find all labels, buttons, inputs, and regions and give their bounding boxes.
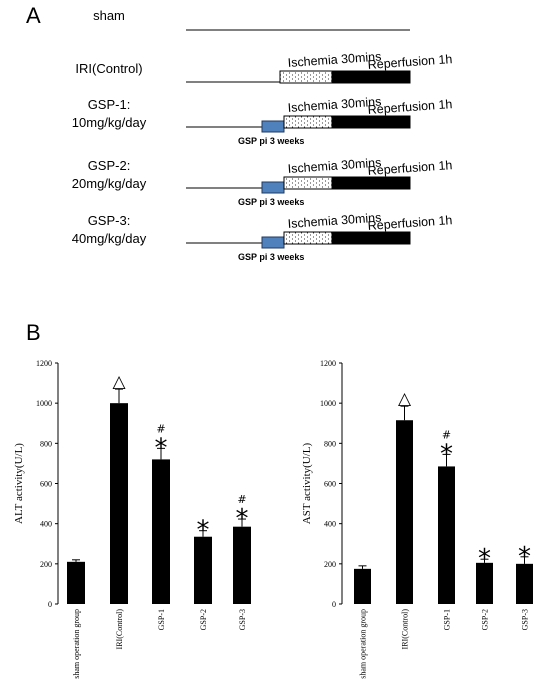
reperfusion-label: Reperfusion 1h [367, 213, 453, 233]
category-label: GSP-1 [443, 609, 452, 630]
y-tick-label: 1000 [36, 399, 52, 408]
y-tick-label: 0 [332, 600, 336, 609]
significance-mark: * [440, 439, 453, 469]
pretreatment-label: GSP pi 3 weeks [238, 197, 304, 207]
y-tick-label: 1200 [320, 359, 336, 368]
ischemia-bar [283, 115, 333, 129]
bar [67, 561, 85, 604]
protocol-row: sham [93, 8, 410, 31]
y-tick-label: 600 [324, 480, 336, 489]
y-tick-label: 200 [40, 560, 52, 569]
significance-mark: # [156, 422, 165, 435]
significance-mark: * [197, 516, 210, 546]
panel-b-letter: B [26, 320, 41, 345]
protocol-row: GSP-1: 10mg/kg/day GSP pi 3 weeks Ischemia … [72, 94, 453, 146]
significance-mark: * [236, 504, 249, 534]
significance-mark: △ [112, 372, 126, 392]
y-tick-label: 200 [324, 560, 336, 569]
y-tick-label: 600 [40, 480, 52, 489]
ischemia-label: Ischemia 30mins [287, 49, 382, 70]
group-label: GSP-3: [88, 213, 131, 228]
bar [516, 563, 533, 604]
ischemia-bar [279, 70, 333, 84]
pretreatment-label: GSP pi 3 weeks [238, 136, 304, 146]
significance-mark: * [518, 542, 531, 572]
category-label: GSP-3 [521, 609, 530, 630]
bar [152, 459, 170, 604]
group-label: IRI(Control) [75, 61, 142, 76]
category-label: IRI(Control) [115, 609, 124, 650]
category-label: GSP-2 [481, 609, 490, 630]
group-label: GSP-2: [88, 158, 131, 173]
category-label: GSP-1 [157, 609, 166, 630]
bar [110, 403, 128, 604]
pretreatment-bar [261, 120, 285, 133]
y-tick-label: 800 [40, 439, 52, 448]
y-tick-label: 400 [40, 520, 52, 529]
bar [396, 420, 413, 604]
bar [354, 568, 371, 604]
significance-mark: # [237, 493, 246, 506]
y-tick-label: 0 [48, 600, 52, 609]
ischemia-label: Ischemia 30mins [287, 210, 382, 231]
y-tick-label: 1200 [36, 359, 52, 368]
panel-a-letter: A [26, 3, 41, 28]
reperfusion-label: Reperfusion 1h [367, 52, 453, 72]
pretreatment-label: GSP pi 3 weeks [238, 252, 304, 262]
group-label: 40mg/kg/day [72, 231, 147, 246]
group-label: 20mg/kg/day [72, 176, 147, 191]
category-label: GSP-3 [238, 609, 247, 630]
category-label: sham operation group [359, 609, 368, 679]
reperfusion-label: Reperfusion 1h [367, 97, 453, 117]
group-label: GSP-1: [88, 97, 131, 112]
reperfusion-bar [331, 70, 411, 84]
ast-chart: 0 200 400 600 800 1000 1200 AST activity(U/L) sh… [301, 359, 533, 679]
ischemia-label: Ischemia 30mins [287, 94, 382, 115]
group-label: sham [93, 8, 125, 23]
reperfusion-label: Reperfusion 1h [367, 158, 453, 178]
group-label: 10mg/kg/day [72, 115, 147, 130]
y-axis-title: ALT activity(U/L) [13, 443, 25, 524]
ischemia-label: Ischemia 30mins [287, 155, 382, 176]
y-tick-label: 400 [324, 520, 336, 529]
significance-mark: # [442, 428, 451, 441]
protocol-row: GSP-3: 40mg/kg/day GSP pi 3 weeks Ischemia … [72, 210, 453, 262]
bar [194, 536, 212, 604]
alt-chart: 0 200 400 600 800 1000 1200 ALT activity(U/L) sh… [13, 359, 251, 679]
reperfusion-bar [331, 115, 411, 129]
category-label: GSP-2 [199, 609, 208, 630]
reperfusion-bar [331, 176, 411, 190]
pretreatment-bar [261, 236, 285, 249]
bar [476, 562, 493, 604]
protocol-row: GSP-2: 20mg/kg/day GSP pi 3 weeks Ischemia … [72, 155, 453, 207]
significance-mark: △ [398, 389, 412, 409]
bar [438, 466, 455, 604]
bar [233, 526, 251, 604]
category-label: IRI(Control) [401, 609, 410, 650]
ischemia-bar [283, 231, 333, 245]
y-tick-label: 1000 [320, 399, 336, 408]
significance-mark: * [155, 433, 168, 463]
reperfusion-bar [331, 231, 411, 245]
ischemia-bar [283, 176, 333, 190]
significance-mark: * [478, 544, 491, 574]
category-label: sham operation group [72, 609, 81, 679]
y-tick-label: 800 [324, 439, 336, 448]
pretreatment-bar [261, 181, 285, 194]
y-axis-title: AST activity(U/L) [301, 442, 313, 524]
